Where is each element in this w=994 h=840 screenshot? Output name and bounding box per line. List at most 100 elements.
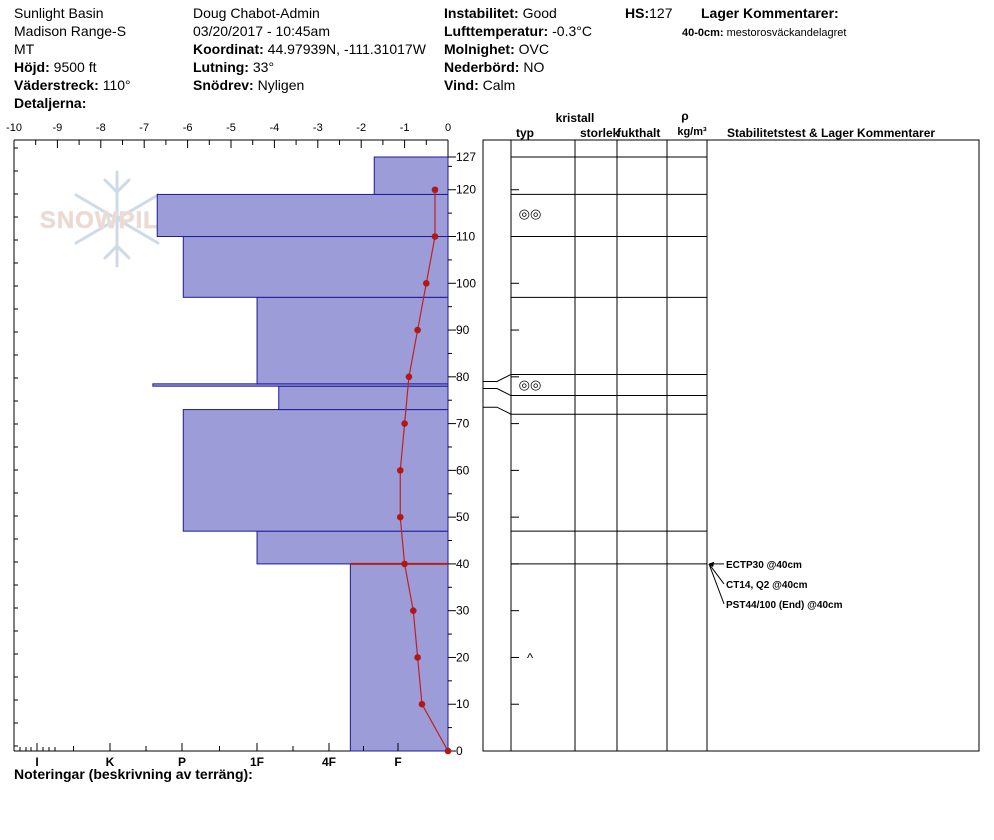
temperature-point bbox=[431, 186, 439, 194]
wind-value: Calm bbox=[482, 77, 516, 93]
range: Madison Range-S bbox=[14, 23, 127, 39]
sky-row: Molnighet: OVC bbox=[444, 40, 549, 58]
coord-label: Koordinat: bbox=[193, 41, 264, 57]
temp-tick-label: -10 bbox=[6, 122, 22, 134]
temperature-point bbox=[401, 420, 408, 427]
layer-comment-depth: 40-0cm: bbox=[682, 27, 724, 39]
hardness-layer bbox=[278, 385, 449, 411]
details-label: Detaljerna: bbox=[14, 95, 87, 111]
temperature-point bbox=[401, 560, 408, 568]
boundary-connector bbox=[483, 374, 512, 383]
instability-row: Instabilitet: Good bbox=[444, 4, 557, 22]
depth-tick-label: 50 bbox=[456, 510, 470, 524]
layer-comment-row: 40-0cm: mestorosväckandelagret bbox=[682, 24, 846, 42]
drift-row: Snödrev: Nyligen bbox=[193, 76, 304, 94]
temp-tick-label: 0 bbox=[445, 122, 451, 134]
boundary-connector bbox=[483, 388, 512, 396]
temperature-axis: -10 -9 -8 -7 -6 -5 -4 -3 -2 -1 0 bbox=[6, 122, 451, 148]
temp-tick-label: -7 bbox=[139, 122, 149, 134]
instability-label: Instabilitet: bbox=[444, 5, 519, 21]
elevation-row: Höjd: 9500 ft bbox=[14, 58, 96, 76]
instability-value: Good bbox=[522, 5, 557, 21]
stability-test-label: PST44/100 (End) @40cm bbox=[726, 600, 843, 611]
slope-label: Lutning: bbox=[193, 59, 249, 75]
depth-tick-label: 10 bbox=[456, 697, 470, 711]
precip-label: Nederbörd: bbox=[444, 59, 520, 75]
drift-value: Nyligen bbox=[257, 77, 305, 93]
notes-label: Noteringar (beskrivning av terräng): bbox=[14, 766, 253, 782]
sky-label: Molnighet: bbox=[444, 41, 515, 57]
hardness-tick-label: 1F bbox=[250, 755, 264, 769]
coord-value: 44.97939N, -111.31017W bbox=[267, 41, 426, 57]
temperature-point bbox=[444, 747, 452, 755]
hardness-layer bbox=[182, 409, 449, 532]
col-header-typ: typ bbox=[516, 126, 534, 140]
crystal-symbol: ◎◎ bbox=[519, 206, 542, 221]
hs-label: HS: bbox=[625, 5, 650, 21]
observer: Doug Chabot-Admin bbox=[193, 5, 320, 21]
stability-test-leader bbox=[708, 563, 725, 585]
hardness-tick-label: P bbox=[178, 755, 186, 769]
layer-comment-text: mestorosväckandelagret bbox=[726, 27, 847, 39]
stability-tests: ECTP30 @40cm CT14, Q2 @40cm PST44/100 (End… bbox=[708, 560, 843, 611]
temperature-point bbox=[405, 373, 413, 381]
slope-row: Lutning: 33° bbox=[193, 58, 274, 76]
wind-label: Vind: bbox=[444, 77, 479, 93]
stability-test-label: ECTP30 @40cm bbox=[726, 560, 802, 571]
col-header-kristall: kristall bbox=[556, 111, 595, 125]
temp-tick-label: -4 bbox=[270, 122, 280, 134]
hardness-tick-label: K bbox=[106, 755, 115, 769]
layer-comments-label: Lager Kommentarer: bbox=[701, 5, 839, 21]
temp-tick-label: -2 bbox=[356, 122, 366, 134]
depth-tick-label: 110 bbox=[456, 230, 475, 244]
temperature-point bbox=[396, 513, 404, 521]
depth-tick-label: 127 bbox=[456, 150, 476, 164]
temperature-point bbox=[418, 700, 426, 708]
layer-rows bbox=[483, 156, 707, 565]
hardness-layer bbox=[182, 236, 449, 298]
aspect-value: 110° bbox=[102, 77, 131, 93]
col-header-stability: Stabilitetstest & Lager Kommentarer bbox=[727, 126, 935, 140]
temperature-point bbox=[396, 467, 404, 474]
temp-tick-label: -1 bbox=[400, 122, 410, 134]
col-header-fukthalt: fukthalt bbox=[617, 126, 660, 140]
temperature-point bbox=[409, 607, 417, 614]
temp-tick-label: -5 bbox=[226, 122, 236, 134]
airtemp-value: -0.3°C bbox=[552, 23, 592, 39]
hardness-layer bbox=[349, 563, 449, 752]
layer-table-frame bbox=[482, 139, 980, 752]
depth-tick-label: 30 bbox=[456, 604, 470, 618]
temp-tick-label: -8 bbox=[96, 122, 106, 134]
crystal-symbol: ^ bbox=[527, 650, 534, 665]
temperature-point bbox=[431, 233, 439, 240]
elevation-label: Höjd: bbox=[14, 59, 50, 75]
depth-tick-label: 100 bbox=[456, 276, 476, 290]
snowflake-icon bbox=[74, 170, 160, 268]
temperature-point bbox=[414, 654, 421, 661]
depth-tick-label: 120 bbox=[456, 183, 476, 197]
precip-row: Nederbörd: NO bbox=[444, 58, 544, 76]
hardness-tick-label: I bbox=[35, 755, 38, 769]
slope-value: 33° bbox=[252, 59, 275, 75]
hardness-axis: I K P 1F 4F F bbox=[13, 743, 402, 769]
drift-label: Snödrev: bbox=[193, 77, 254, 93]
state: MT bbox=[14, 41, 35, 57]
crystal-symbols: ◎◎ ◎◎ ^ bbox=[519, 206, 542, 665]
hardness-layer bbox=[256, 530, 449, 565]
depth-tick-label: 0 bbox=[456, 744, 463, 758]
hs-row: HS:127 bbox=[625, 4, 672, 22]
col-header-storlek: storlek bbox=[580, 126, 620, 140]
coord-row: Koordinat: 44.97939N, -111.31017W bbox=[193, 40, 426, 58]
hardness-layer bbox=[256, 296, 449, 385]
sky-value: OVC bbox=[518, 41, 549, 57]
stability-test-leader bbox=[708, 563, 725, 605]
aspect-row: Väderstreck: 110° bbox=[14, 76, 131, 94]
hardness-tick-label: F bbox=[394, 755, 401, 769]
col-header-density-unit: kg/m³ bbox=[677, 126, 707, 138]
temp-tick-label: -6 bbox=[183, 122, 193, 134]
location: Sunlight Basin bbox=[14, 5, 104, 21]
hardness-layer bbox=[156, 193, 449, 238]
depth-tick-label: 40 bbox=[456, 557, 470, 571]
crystal-symbol: ◎◎ bbox=[519, 377, 542, 392]
